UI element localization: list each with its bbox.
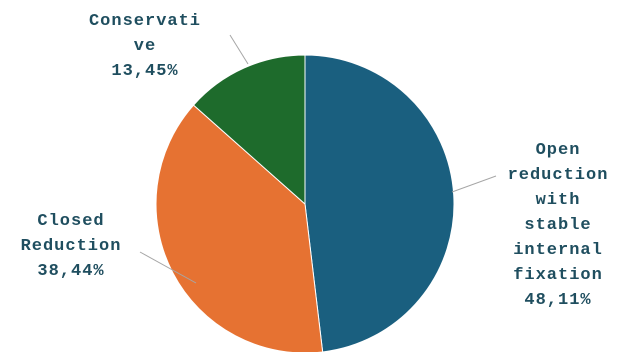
slice-category-label: Closed: [37, 212, 104, 231]
slice-label-3: Conservati ve 13,45%: [89, 12, 201, 81]
slice-category-label: Conservati: [89, 12, 201, 31]
leader-line-1: [451, 175, 497, 193]
slice-category-label: stable: [524, 216, 591, 235]
slice-category-label: Open: [536, 141, 581, 160]
leader-line-2: [139, 251, 197, 284]
pie-slice-3: [192, 54, 306, 206]
slice-value-label: 38,44%: [37, 262, 104, 281]
slice-category-label: Reduction: [21, 237, 122, 256]
slice-category-label: internal: [513, 241, 603, 260]
leader-line-3: [229, 34, 249, 65]
slice-category-label: reduction: [508, 166, 609, 185]
pie-slice-1: [304, 54, 455, 352]
slice-category-label: ve: [134, 37, 156, 56]
pie-slice-2: [155, 104, 324, 352]
slice-category-label: with: [536, 191, 581, 210]
slice-category-label: fixation: [513, 266, 603, 285]
slice-label-1: Open reduction with stable internal fixation 4…: [508, 141, 609, 310]
slice-value-label: 48,11%: [524, 291, 591, 310]
slice-label-2: Closed Reduction 38,44%: [21, 212, 122, 281]
slice-value-label: 13,45%: [111, 62, 178, 81]
